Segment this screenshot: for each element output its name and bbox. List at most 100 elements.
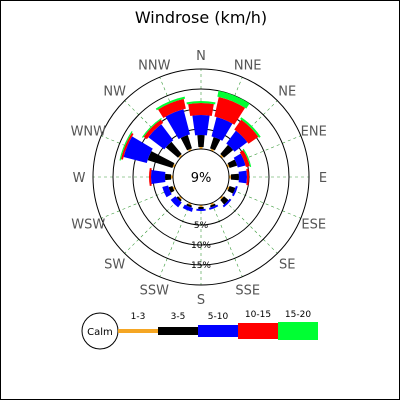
bar-ne-1-3 [219,154,224,159]
legend-swatch-1-3 [118,329,158,333]
bar-nnw-15-20 [155,96,186,111]
bar-sw-3-5 [176,196,182,202]
bar-e-3-5 [230,173,240,181]
bar-ese-1-3 [226,186,230,190]
bar-nnw-1-3 [188,148,192,152]
bar-ese-5-10 [232,186,238,197]
ring-label: 10% [191,241,211,251]
calm-percent-label: 9% [191,171,212,186]
bar-wnw-1-3 [172,164,176,168]
direction-label: WSW [71,218,105,233]
bar-ene-3-5 [227,159,238,168]
direction-label: SSW [140,284,170,299]
legend-label: 5-10 [208,312,229,322]
bar-sse-5-10 [209,204,219,210]
bar-wnw-15-20 [119,131,133,161]
direction-label: NNW [138,58,170,73]
bar-wnw-3-5 [147,151,175,168]
legend: Calm 1-3 3-5 5-10 10-15 15-20 [81,310,318,350]
spoke-se [220,196,278,254]
bar-wsw-1-3 [172,186,176,190]
bar-e-10-15 [246,168,249,186]
bar-ssw-5-10 [182,204,193,212]
bar-wnw-10-15 [120,132,134,160]
bar-ssw-3-5 [186,203,192,208]
bar-ese-3-5 [227,186,236,194]
bar-nne-3-5 [210,136,221,151]
ring-20 [92,68,310,286]
bar-nw-3-5 [165,141,182,158]
direction-label: S [197,293,205,308]
bar-n-5-10 [192,115,210,136]
bar-se-3-5 [220,196,229,205]
bar-nw-5-10 [148,124,174,150]
spoke-ssw [159,202,191,277]
legend-swatch-5-10 [198,325,238,337]
bar-ene-5-10 [233,153,246,168]
legend-label: 1-3 [131,312,146,322]
bar-ne-3-5 [220,144,234,158]
bar-sw-1-3 [178,195,183,200]
direction-label: WNW [71,124,107,139]
bar-ene-10-15 [239,150,250,168]
bar-nne-10-15 [214,96,246,125]
legend-calm-label: Calm [87,327,113,338]
chart-title: Windrose (km/h) [135,8,267,27]
bar-nne-15-20 [217,90,250,109]
bar-ne-15-20 [240,117,261,138]
bar-nw-15-20 [141,117,162,138]
legend-label: 15-20 [285,310,311,320]
bar-ene-15-20 [242,148,252,168]
bar-w-10-15 [148,167,152,187]
bar-nnw-10-15 [158,98,186,118]
direction-label: N [196,49,206,64]
ring-label: 5% [194,221,209,231]
ring-labels: 5% 10% 15% [191,221,211,271]
bar-e-5-10 [238,170,247,184]
direction-label: NE [278,85,296,100]
direction-label: W [73,171,86,186]
bar-s-5-10 [196,208,206,211]
bar-ene-1-3 [226,164,230,168]
direction-label: ESE [301,218,326,233]
rose-bars [119,90,261,212]
spoke-ese [226,187,301,219]
bar-w-5-10 [151,170,166,184]
bar-nnw-5-10 [165,109,190,140]
bar-ne-10-15 [234,119,259,144]
direction-label: ENE [301,124,327,139]
calm-circle [172,148,230,206]
legend-label: 10-15 [245,310,271,320]
bar-sw-5-10 [170,196,182,208]
direction-label: E [319,171,327,186]
bar-wnw-5-10 [123,136,153,163]
ring-label: 15% [191,261,211,271]
spoke-sse [211,202,243,277]
spoke-sw [124,196,182,254]
direction-label: SE [279,257,295,272]
direction-label: SSE [235,284,260,299]
legend-label: 3-5 [171,312,186,322]
bar-nne-5-10 [211,116,233,141]
bar-ne-5-10 [226,130,248,152]
bar-n-10-15 [188,103,214,116]
bar-wsw-5-10 [162,185,172,198]
bar-ssw-1-3 [188,202,192,206]
ring-15 [112,88,290,266]
spoke-wsw [101,187,176,219]
bar-se-5-10 [222,198,232,208]
bar-nw-1-3 [178,154,183,159]
bar-wsw-3-5 [168,186,175,193]
direction-label: NW [103,85,126,100]
direction-label: NNE [234,58,262,73]
legend-swatch-15-20 [278,322,318,340]
bar-nw-10-15 [143,119,164,140]
bar-n-3-5 [197,135,205,148]
bar-nne-1-3 [210,148,214,152]
legend-swatch-10-15 [238,323,278,339]
legend-swatch-3-5 [158,327,198,335]
bar-s-3-5 [198,206,204,209]
direction-label: SW [104,257,125,272]
